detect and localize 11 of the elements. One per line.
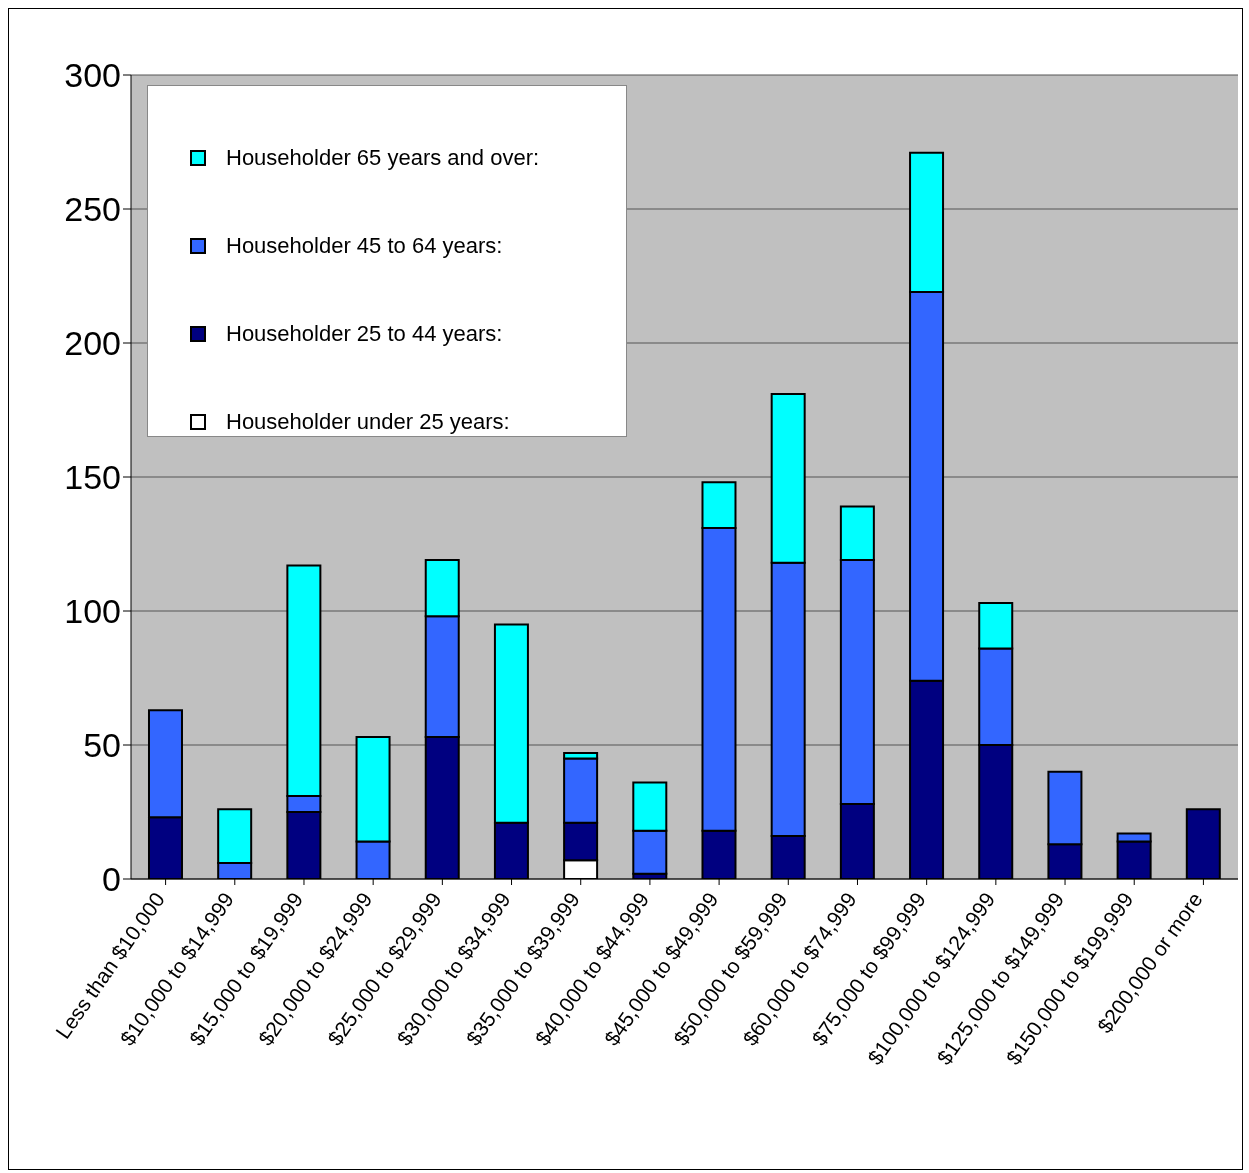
legend-label: Householder 25 to 44 years: <box>226 321 503 347</box>
legend-label: Householder under 25 years: <box>226 409 510 435</box>
y-tick-label: 300 <box>64 56 121 95</box>
y-tick-label: 250 <box>64 190 121 229</box>
y-tick-label: 200 <box>64 324 121 363</box>
legend-label: Householder 65 years and over: <box>226 145 540 171</box>
y-tick-label: 50 <box>83 726 121 765</box>
legend-label: Householder 45 to 64 years: <box>226 233 503 259</box>
y-tick-label: 150 <box>64 458 121 497</box>
y-tick-label: 100 <box>64 592 121 631</box>
y-tick-label: 0 <box>102 860 121 899</box>
